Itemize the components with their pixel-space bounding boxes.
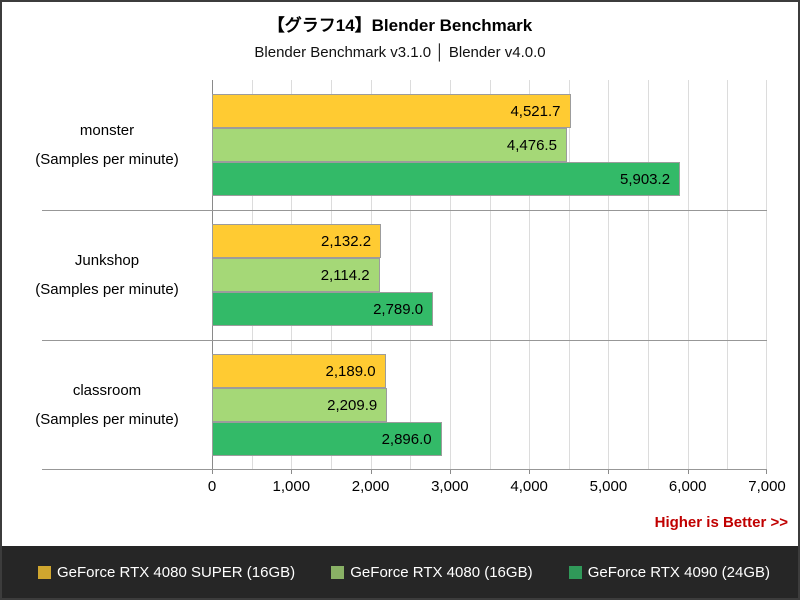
x-tick-mark — [212, 470, 213, 474]
bar: 2,189.0 — [212, 354, 386, 388]
higher-is-better-note: Higher is Better >> — [654, 514, 788, 531]
x-tick-label: 2,000 — [351, 478, 390, 495]
legend-label: GeForce RTX 4080 (16GB) — [350, 563, 533, 581]
chart-header: 【グラフ14】Blender Benchmark Blender Benchma… — [2, 2, 798, 80]
x-tick-mark — [608, 470, 610, 474]
bar-value-label: 2,132.2 — [321, 232, 372, 250]
bar: 2,209.9 — [212, 388, 388, 422]
category-label-cell: Junkshop (Samples per minute) — [2, 210, 212, 340]
bar-value-label: 2,114.2 — [320, 266, 370, 284]
x-tick-label: 3,000 — [431, 478, 469, 495]
x-tick-mark — [529, 470, 531, 474]
x-tick-label: 7,000 — [748, 478, 786, 495]
bar: 4,521.7 — [212, 94, 571, 128]
category-group-classroom: classroom (Samples per minute) 2,189.0 2,20… — [2, 340, 767, 470]
gridline — [489, 80, 491, 470]
gridline — [766, 80, 767, 470]
x-axis: 0 1,000 2,000 3,000 4,000 5,000 6,000 7,000 — [2, 470, 798, 500]
group-separator — [42, 340, 767, 341]
bar-value-label: 2,189.0 — [325, 362, 376, 380]
category-group-monster: monster (Samples per minute) 4,521.7 4,476.… — [2, 80, 767, 210]
note-row: Higher is Better >> — [2, 514, 798, 540]
x-axis-baseline — [42, 469, 767, 470]
legend-item: GeForce RTX 4090 (24GB) — [568, 563, 770, 581]
x-axis-ticks: 0 1,000 2,000 3,000 4,000 5,000 6,000 7,000 — [208, 470, 786, 500]
category-label: classroom — [72, 381, 142, 399]
x-tick-mark — [766, 470, 767, 474]
gridline — [608, 80, 610, 470]
category-sublabel: (Samples per minute) — [35, 410, 179, 428]
category-sublabel: (Samples per minute) — [35, 150, 179, 168]
gridline — [648, 80, 650, 470]
category-group-Junkshop: Junkshop (Samples per minute) 2,132.2 2,114… — [2, 210, 767, 340]
group-separator — [42, 210, 767, 211]
gridline — [529, 80, 531, 470]
bar: 2,114.2 — [212, 258, 380, 292]
x-tick-mark — [449, 470, 451, 474]
bar-value-label: 2,789.0 — [373, 300, 424, 318]
bar-value-label: 4,476.5 — [506, 136, 557, 154]
legend: GeForce RTX 4080 SUPER (16GB) GeForce RTX… — [2, 546, 798, 598]
x-tick-mark — [291, 470, 293, 474]
x-tick-label: 4,000 — [510, 478, 548, 495]
category-label: monster — [79, 121, 135, 139]
bar-value-label: 4,521.7 — [510, 102, 561, 120]
plot-region: monster (Samples per minute) 4,521.7 4,476.… — [2, 80, 798, 470]
bar: 2,896.0 — [212, 422, 442, 456]
bar-value-label: 2,896.0 — [381, 430, 432, 448]
gridline — [568, 80, 570, 470]
category-label-cell: monster (Samples per minute) — [2, 80, 212, 210]
legend-swatch — [38, 565, 51, 579]
gridline — [449, 80, 451, 470]
x-tick-label: 1,000 — [272, 478, 311, 495]
chart-subtitle: Blender Benchmark v3.1.0 │ Blender v4.0.… — [254, 44, 546, 61]
x-tick-mark — [370, 470, 372, 474]
chart-title: 【グラフ14】Blender Benchmark — [267, 16, 533, 35]
gridline — [727, 80, 729, 470]
legend-label: GeForce RTX 4090 (24GB) — [587, 563, 770, 581]
legend-item: GeForce RTX 4080 SUPER (16GB) — [38, 564, 295, 581]
gridline — [687, 80, 689, 470]
bar: 4,476.5 — [212, 128, 567, 162]
x-tick-label: 5,000 — [589, 478, 628, 495]
legend-item: GeForce RTX 4080 (16GB) — [331, 563, 533, 581]
x-tick-mark — [687, 470, 689, 474]
category-label: Junkshop — [74, 251, 140, 269]
legend-label: GeForce RTX 4080 SUPER (16GB) — [57, 563, 296, 581]
legend-swatch — [331, 565, 345, 579]
category-sublabel: (Samples per minute) — [35, 280, 179, 298]
bar: 2,132.2 — [212, 224, 382, 258]
bars-cell: 4,521.7 4,476.5 5,903.2 — [212, 80, 767, 210]
bar-value-label: 5,903.2 — [619, 170, 671, 188]
bars-cell: 2,189.0 2,209.9 2,896.0 — [212, 340, 767, 470]
x-tick-label: 0 — [207, 478, 217, 495]
legend-swatch — [568, 565, 582, 579]
bar-value-label: 2,209.9 — [327, 396, 378, 414]
bar: 2,789.0 — [212, 292, 434, 326]
bars-cell: 2,132.2 2,114.2 2,789.0 — [212, 210, 767, 340]
category-label-cell: classroom (Samples per minute) — [2, 340, 212, 470]
bar: 5,903.2 — [212, 162, 681, 196]
gridline — [410, 80, 412, 470]
x-tick-label: 6,000 — [668, 478, 707, 495]
